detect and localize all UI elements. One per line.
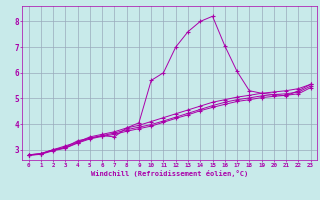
X-axis label: Windchill (Refroidissement éolien,°C): Windchill (Refroidissement éolien,°C) bbox=[91, 170, 248, 177]
